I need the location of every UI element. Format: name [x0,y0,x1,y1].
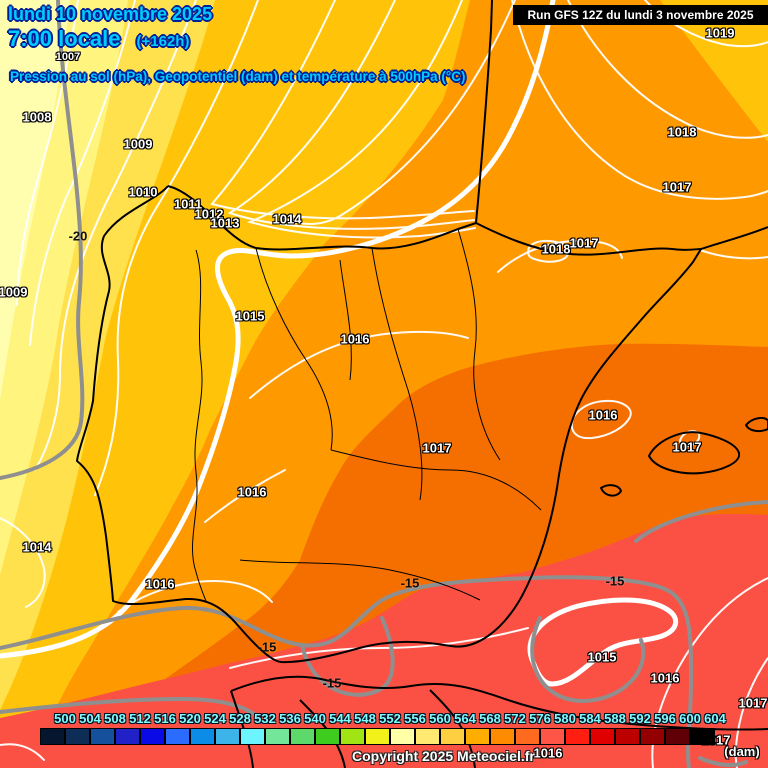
pressure-label: 1017 [662,179,692,195]
pressure-label: 1018 [541,241,571,257]
band-gold-corner [660,0,768,142]
temperature-label: -15 [322,675,342,691]
pressure-label: 1017 [738,695,768,711]
pressure-label: 1015 [235,308,265,324]
local-time-title: 7:00 locale [8,26,121,51]
pressure-label: 1010 [128,184,158,200]
time-title-row: 7:00 locale (+162h) [8,26,212,52]
pressure-label: 1014 [22,539,52,555]
pressure-label: 1016 [650,670,680,686]
temperature-label: -15 [605,573,625,589]
pressure-label: 1017 [569,235,599,251]
pressure-label: 1016 [533,745,563,761]
pressure-label: 1009 [123,136,153,152]
pressure-label: 1012 [194,206,224,222]
temperature-label: -15 [400,575,420,591]
pressure-label: 1017 [422,440,452,456]
temperature-label: -20 [68,228,88,244]
pressure-label: 1016 [588,407,618,423]
forecast-offset: (+162h) [136,33,190,50]
pressure-label: 1015 [587,649,617,665]
copyright-text: Copyright 2025 Meteociel.fr [352,748,535,764]
pressure-label: 1011 [173,196,203,212]
pressure-label: 1018 [667,124,697,140]
coastlines [76,0,768,768]
model-run-info: Run GFS 12Z du lundi 3 novembre 2025 [513,5,768,25]
pressure-label: 1013 [210,215,240,231]
pressure-label: 1019 [705,25,735,41]
temperature-label: -15 [257,639,277,655]
pressure-label: 1007 [55,51,81,63]
date-title: lundi 10 novembre 2025 [8,4,213,24]
internal-borders [191,228,542,602]
pressure-label: 1014 [272,211,302,227]
pressure-label: 1016 [340,331,370,347]
pressure-label: 1008 [22,109,52,125]
pressure-label: 1016 [237,484,267,500]
scale-unit-label: (dam) [724,744,760,759]
pressure-label: 1016 [145,576,175,592]
title-block: lundi 10 novembre 2025 7:00 locale (+162… [8,4,212,52]
pressure-label: 1017 [672,439,702,455]
map-subtitle: Pression au sol (hPa), Geopotentiel (dam… [10,69,466,84]
pressure-label: 1009 [0,284,28,300]
pressure-isobar-1015-thick [0,0,679,687]
